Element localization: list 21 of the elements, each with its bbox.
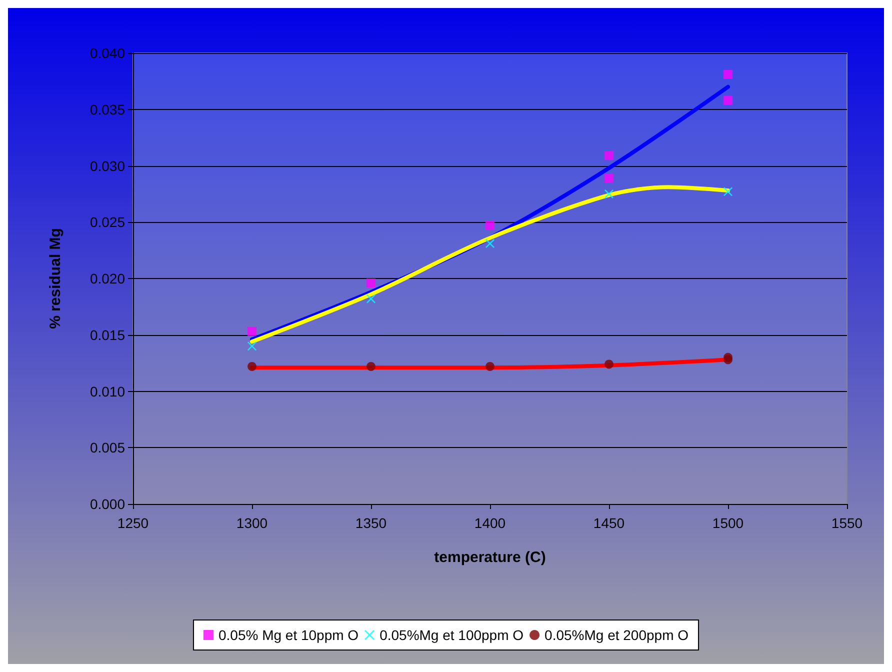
y-tick-label: 0.005 bbox=[90, 440, 126, 456]
x-tick-label: 1300 bbox=[236, 515, 268, 531]
y-tick-label: 0.040 bbox=[90, 45, 126, 61]
legend-label: 0.05%Mg et 100ppm O bbox=[380, 627, 524, 643]
y-tick-label: 0.020 bbox=[90, 270, 126, 286]
y-tick-label: 0.035 bbox=[90, 101, 126, 118]
y-tick-label: 0.010 bbox=[90, 383, 126, 400]
y-axis-title: % residual Mg bbox=[47, 228, 64, 329]
y-tick-label: 0.025 bbox=[90, 214, 126, 230]
legend-label: 0.05%Mg et 200ppm O bbox=[544, 627, 689, 643]
x-tick-label: 1400 bbox=[474, 515, 506, 531]
x-tick-label: 1500 bbox=[712, 515, 744, 531]
legend-label: 0.05% Mg et 10ppm O bbox=[218, 627, 359, 643]
y-tick-label: 0.015 bbox=[90, 326, 126, 343]
x-tick-label: 1550 bbox=[831, 515, 863, 531]
y-tick-label: 0.030 bbox=[90, 158, 126, 174]
y-tick-label: 0.000 bbox=[90, 496, 126, 512]
x-axis-title: temperature (C) bbox=[434, 549, 546, 566]
x-tick-label: 1450 bbox=[593, 515, 625, 531]
x-tick-label: 1350 bbox=[355, 515, 387, 531]
x-tick-label: 1250 bbox=[117, 515, 149, 531]
